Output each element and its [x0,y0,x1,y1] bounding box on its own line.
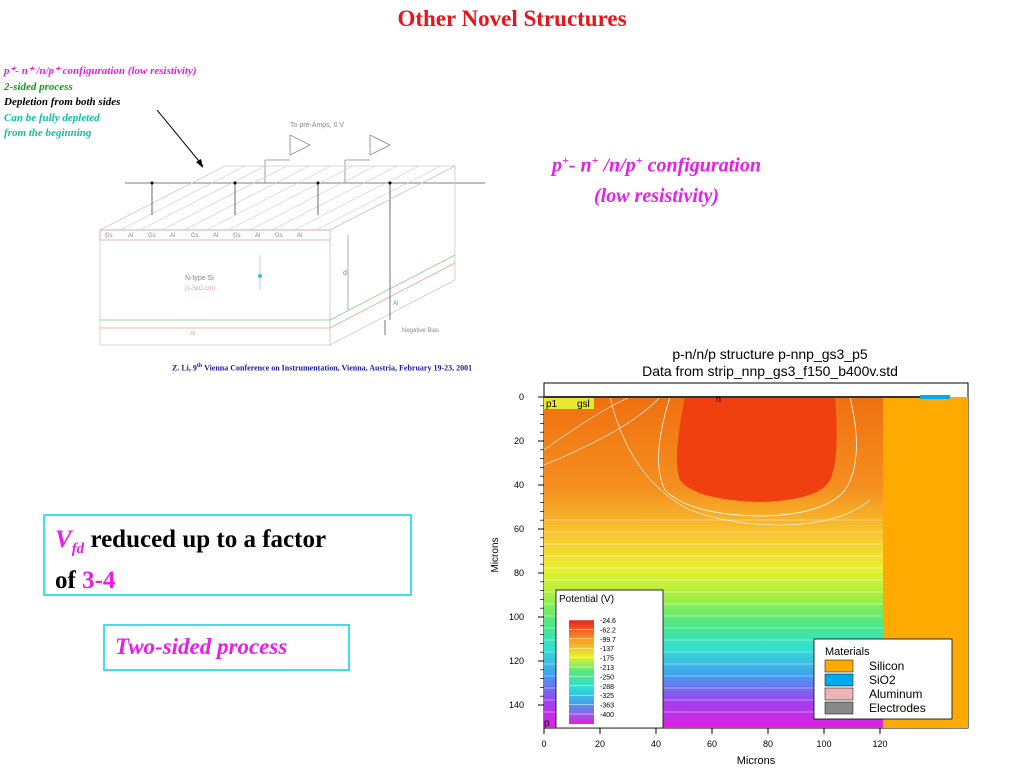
thickness-label: d [343,270,347,277]
x-axis-label: Microns [737,755,776,767]
x-tick-label: 100 [816,739,831,749]
y-tick-label: 80 [514,568,524,578]
detector-schematic: To pre-Amps, 0 V Gs Al Gs Al Gs Al Gs Al Gs Al … [99,110,485,346]
note-depletion: Depletion from both sides [4,96,121,108]
potential-legend: Potential (V) -24.6 -62.2 -99.7 -137 -175 -21… [555,589,664,729]
preamp-label: To pre-Amps, 0 V [290,122,344,129]
potential-legend-value: -250 [600,674,614,681]
y-tick-label: 60 [514,524,524,534]
config-subtitle: (low resistivity) [594,184,719,207]
annotation-notes: p⁺- n⁺ /n/p⁺ configuration (low resistiv… [4,64,197,142]
x-tick-label: 0 [541,739,546,749]
svg-text:Al: Al [190,331,195,337]
x-tick-label: 20 [595,739,605,749]
material-swatch [824,659,854,673]
region-label-p1: p1 [546,399,558,410]
note-two-sided: 2-sided process [4,80,73,93]
y-tick-label: 0 [519,392,524,402]
svg-text:Gs: Gs [233,233,241,239]
potential-legend-value: -175 [600,656,614,663]
note-fully-depleted: Can be fully depleted [4,111,100,124]
potential-legend-value: -62.2 [600,627,616,634]
two-sided-text: Two-sided process [115,634,288,659]
annotation-arrow [156,110,204,167]
svg-text:Al: Al [128,233,133,239]
svg-text:Gs: Gs [275,233,283,239]
material-name: Silicon [869,659,904,673]
svg-text:Al: Al [255,233,260,239]
potential-legend-value: -99.7 [600,637,616,644]
material-swatch [824,701,854,715]
vfd-callout-box: Vfd reduced up to a factor of 3-4 [43,514,412,596]
bulk-label: N-type Si [185,275,214,282]
materials-legend-title: Materials [825,646,870,658]
region-label-gsl: gsl [577,399,590,410]
region-label-p: p [544,718,550,729]
citation: Z. Li, 9th Vienna Conference on Instrume… [172,363,473,373]
region-label-n: n [716,394,721,404]
y-tick-label: 120 [509,656,524,666]
material-swatch [824,687,854,701]
svg-text:Al: Al [297,233,302,239]
material-name: Electrodes [869,701,926,715]
potential-legend-value: -400 [600,712,614,719]
vfd-factor: 3-4 [82,567,116,594]
svg-text:Al: Al [213,233,218,239]
y-axis: 0 20 40 60 80 100 120 140 [509,392,544,710]
x-tick-label: 40 [651,739,661,749]
svg-text:Al: Al [170,233,175,239]
material-name: SiO2 [869,673,896,687]
svg-text:Gs: Gs [105,233,113,239]
x-tick-label: 80 [763,739,773,749]
y-tick-label: 40 [514,480,524,490]
y-tick-label: 140 [509,700,524,710]
potential-legend-value: -213 [600,665,614,672]
potential-legend-value: -137 [600,646,614,653]
bias-label: Negative Bias [402,328,439,334]
x-tick-label: 60 [707,739,717,749]
potential-legend-title: Potential (V) [559,594,614,605]
material-swatch [824,673,854,687]
svg-text:Gs: Gs [191,233,199,239]
al-label: Al [393,301,398,307]
potential-legend-value: -325 [600,693,614,700]
plot-title-line2: Data from strip_nnp_gs3_f150_b400v.std [642,363,898,379]
potential-simulation-plot: p-n/n/p structure p-nnp_gs3_p5 Data from… [490,346,969,767]
y-axis-label: Microns [490,537,501,572]
material-name: Aluminum [869,687,922,701]
vfd-callout-text: Vfd reduced up to a factor of 3-4 [55,526,327,594]
svg-text:Gs: Gs [148,233,156,239]
potential-legend-value: -288 [600,684,614,691]
two-sided-callout-box: Two-sided process [103,624,350,671]
plot-title-line1: p-n/n/p structure p-nnp_gs3_p5 [672,346,868,362]
bulk-sub-label: (1-5kΩ·cm) [185,286,215,292]
note-configuration: p⁺- n⁺ /n/p⁺ configuration (low resistiv… [4,65,197,77]
note-from-beginning: from the beginning [4,127,92,139]
y-tick-label: 100 [509,612,524,622]
potential-legend-value: -24.6 [600,618,616,625]
y-tick-label: 20 [514,436,524,446]
configuration-heading: p+- n+ /n/p+ configuration (low resistiv… [552,145,761,211]
x-tick-label: 120 [872,739,887,749]
potential-legend-value: -363 [600,703,614,710]
x-axis: 0 20 40 60 80 100 120 [541,728,888,749]
slide-title: Other Novel Structures [397,6,627,31]
